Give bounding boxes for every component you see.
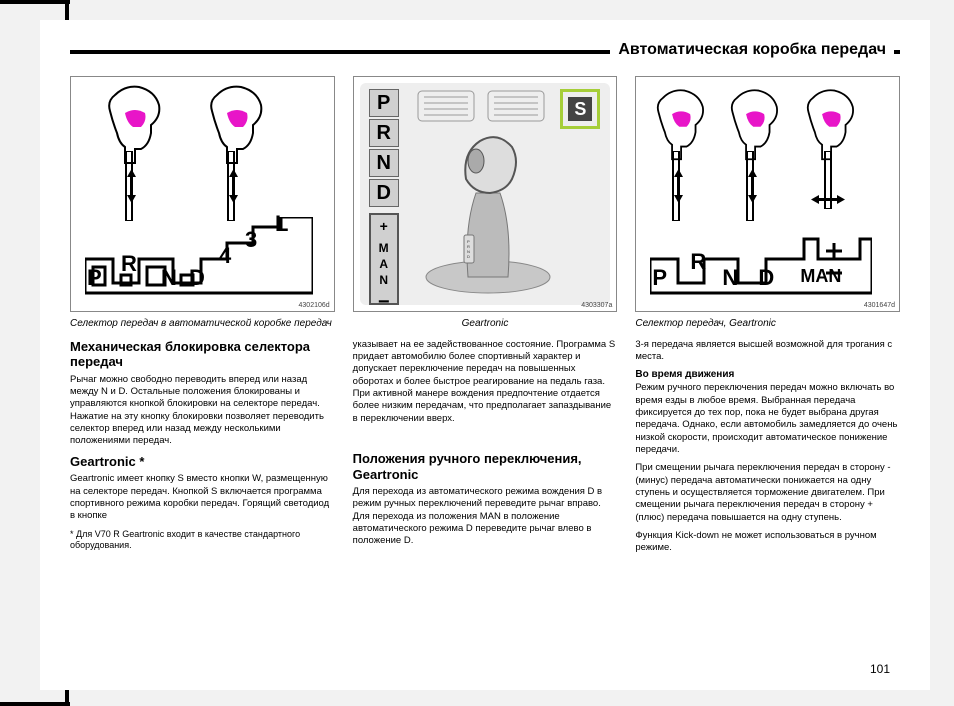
prnd-d: D	[369, 179, 399, 207]
s-mode-label: S	[568, 97, 592, 121]
shifter-stalk	[818, 151, 838, 209]
shifter-stalk	[221, 151, 241, 221]
gear-gate-diagram: P R N D MAN	[650, 215, 872, 297]
page-number: 101	[870, 662, 890, 676]
body-text: Для перехода из автоматического режима в…	[353, 486, 618, 548]
subheading-driving: Во время движения	[635, 369, 900, 380]
gear-label-r: R	[121, 253, 137, 275]
content-columns: P R N D 4 3 L 4302106d Селектор передач …	[70, 76, 900, 561]
man-minus: −	[371, 293, 397, 315]
footnote: * Для V70 R Geartronic входит в качестве…	[70, 529, 335, 552]
gear-label-d: D	[189, 267, 205, 289]
body-text: Режим ручного переключения передач можно…	[635, 382, 900, 456]
shifter-stalk	[740, 151, 760, 221]
gear-label-4: 4	[219, 245, 231, 267]
gear-label-man: MAN	[800, 267, 841, 285]
man-plus: +	[371, 215, 397, 237]
svg-text:D: D	[467, 254, 470, 259]
column-2: P R N D + MAN − S	[353, 76, 618, 561]
manual-page: Автоматическая коробка передач	[40, 20, 930, 690]
shifter-illustration: P R N D	[418, 107, 558, 297]
figure-geartronic-gate: P R N D MAN 4301647d	[635, 76, 900, 312]
figure-id: 4301647d	[864, 302, 895, 309]
gear-label-n: N	[161, 267, 177, 289]
shifter-stalk	[119, 151, 139, 221]
figure-auto-gate: P R N D 4 3 L 4302106d	[70, 76, 335, 312]
gear-label-n: N	[722, 267, 738, 289]
body-text: Geartronic имеет кнопку S вместо кнопки …	[70, 473, 335, 522]
crop-mark	[0, 0, 70, 4]
body-text: При смещении рычага переключения передач…	[635, 462, 900, 524]
page-title: Автоматическая коробка передач	[610, 41, 894, 59]
gear-gate-diagram: P R N D 4 3 L	[85, 217, 313, 297]
figure-id: 4303307a	[581, 302, 612, 309]
prnd-p: P	[369, 89, 399, 117]
gear-label-l: L	[275, 213, 288, 235]
gear-label-p: P	[652, 267, 667, 289]
gear-label-p: P	[87, 267, 102, 289]
body-text: Рычаг можно свободно переводить вперед и…	[70, 374, 335, 448]
gear-label-3: 3	[245, 229, 257, 251]
body-text: указывает на ее задействованное состояни…	[353, 339, 618, 425]
figure-caption: Geartronic	[353, 318, 618, 331]
prnd-n: N	[369, 149, 399, 177]
gear-label-d: D	[758, 267, 774, 289]
figure-id: 4302106d	[299, 302, 330, 309]
heading-geartronic: Geartronic *	[70, 454, 335, 470]
column-1: P R N D 4 3 L 4302106d Селектор передач …	[70, 76, 335, 561]
header-rule: Автоматическая коробка передач	[70, 50, 900, 54]
figure-geartronic-console: P R N D + MAN − S	[353, 76, 618, 312]
heading-manual-positions: Положения ручного переключения, Geartron…	[353, 451, 618, 482]
prnd-r: R	[369, 119, 399, 147]
gear-label-r: R	[690, 251, 706, 273]
man-text: MAN	[378, 241, 390, 289]
body-text: 3-я передача является высшей возможной д…	[635, 339, 900, 364]
figure-caption: Селектор передач, Geartronic	[635, 318, 900, 331]
crop-mark	[0, 702, 70, 706]
heading-mechlock: Механическая блокировка селектора переда…	[70, 339, 335, 370]
prnd-column: P R N D	[369, 89, 403, 207]
man-shift-box: + MAN −	[369, 213, 399, 305]
figure-caption: Селектор передач в автоматической коробк…	[70, 318, 335, 331]
body-text: Функция Kick-down не может использоватьс…	[635, 530, 900, 555]
shifter-stalk	[666, 151, 686, 221]
column-3: P R N D MAN 4301647d Селектор передач, G…	[635, 76, 900, 561]
s-mode-button: S	[560, 89, 600, 129]
